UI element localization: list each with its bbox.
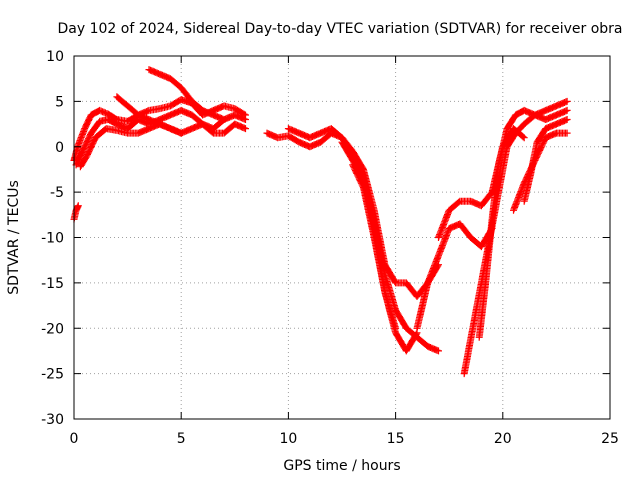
chart-title: Day 102 of 2024, Sidereal Day-to-day VTE…	[57, 21, 622, 37]
data-points-5	[113, 93, 185, 137]
grid-layer	[74, 56, 610, 419]
data-points-4	[145, 66, 228, 123]
data-series	[145, 66, 228, 123]
tick-layer: 0 5 10 15 20 25 10 5 0 -5 -10 -15 -20 -25 -30	[41, 49, 619, 447]
data-series	[349, 161, 400, 332]
data-points-13	[475, 106, 571, 341]
data-points-11	[413, 220, 496, 332]
data-series	[435, 125, 528, 241]
data-series	[413, 220, 496, 332]
data-points-16	[70, 202, 82, 223]
x-tick-label: 0	[70, 431, 79, 447]
data-points-9	[349, 161, 400, 332]
data-layer	[70, 66, 571, 378]
y-tick-label: 0	[55, 140, 64, 156]
x-axis-label: GPS time / hours	[283, 458, 400, 474]
x-tick-label: 5	[177, 431, 186, 447]
y-tick-label: -20	[41, 321, 64, 337]
y-axis-label: SDTVAR / TECUs	[6, 180, 22, 295]
x-tick-label: 15	[387, 431, 405, 447]
y-tick-label: -10	[41, 231, 64, 247]
y-tick-label: -30	[41, 412, 64, 428]
y-tick-label: -15	[41, 276, 64, 292]
data-points-15	[520, 116, 571, 205]
x-tick-label: 10	[279, 431, 297, 447]
data-series	[520, 116, 571, 205]
y-tick-label: 5	[55, 94, 64, 110]
y-tick-label: 10	[46, 49, 64, 65]
y-tick-label: -25	[41, 367, 64, 383]
x-tick-label: 25	[601, 431, 619, 447]
data-series	[70, 202, 82, 223]
data-series	[475, 106, 571, 341]
data-series	[113, 93, 185, 137]
y-tick-label: -5	[50, 185, 64, 201]
x-tick-label: 20	[494, 431, 512, 447]
data-points-10	[435, 125, 528, 241]
